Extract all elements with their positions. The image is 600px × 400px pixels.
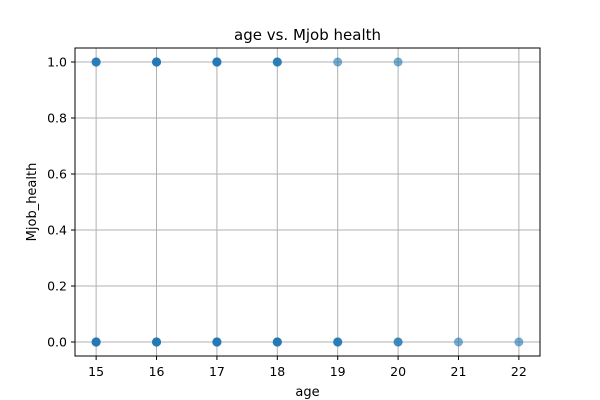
- x-tick-label: 15: [88, 364, 104, 379]
- data-point: [91, 337, 101, 347]
- y-tick-label: 0.0: [47, 335, 67, 350]
- x-axis-ticks: 15 16 17 18 19 20 21 22: [88, 356, 527, 379]
- y-tick-label: 0.6: [47, 167, 67, 182]
- x-axis-label: age: [295, 385, 319, 400]
- x-tick-label: 21: [451, 364, 467, 379]
- y-axis-label: Mjob_health: [25, 163, 40, 242]
- x-tick-label: 18: [269, 364, 285, 379]
- x-tick-label: 20: [390, 364, 406, 379]
- y-axis-ticks: 0.0 0.2 0.4 0.6 0.8 1.0: [47, 55, 75, 350]
- data-point: [514, 337, 524, 347]
- data-point: [333, 337, 343, 347]
- data-point: [212, 57, 222, 67]
- y-tick-label: 1.0: [47, 55, 67, 70]
- x-tick-label: 22: [511, 364, 527, 379]
- x-tick-label: 16: [149, 364, 165, 379]
- data-point: [272, 337, 282, 347]
- x-tick-label: 17: [209, 364, 225, 379]
- chart-title: age vs. Mjob health: [234, 26, 381, 44]
- data-point: [393, 57, 403, 67]
- plot-frame: [74, 47, 541, 357]
- data-point: [212, 337, 222, 347]
- data-point: [151, 337, 162, 347]
- x-tick-label: 19: [330, 364, 346, 379]
- data-points: [91, 57, 524, 347]
- data-point: [91, 57, 101, 67]
- plot-area: [75, 48, 540, 356]
- data-point: [333, 57, 343, 67]
- data-point: [453, 337, 464, 347]
- y-tick-label: 0.8: [47, 111, 67, 126]
- data-point: [272, 57, 282, 67]
- data-point: [393, 337, 403, 347]
- y-tick-label: 0.4: [47, 223, 67, 238]
- data-point: [151, 57, 162, 67]
- y-tick-label: 0.2: [47, 279, 67, 294]
